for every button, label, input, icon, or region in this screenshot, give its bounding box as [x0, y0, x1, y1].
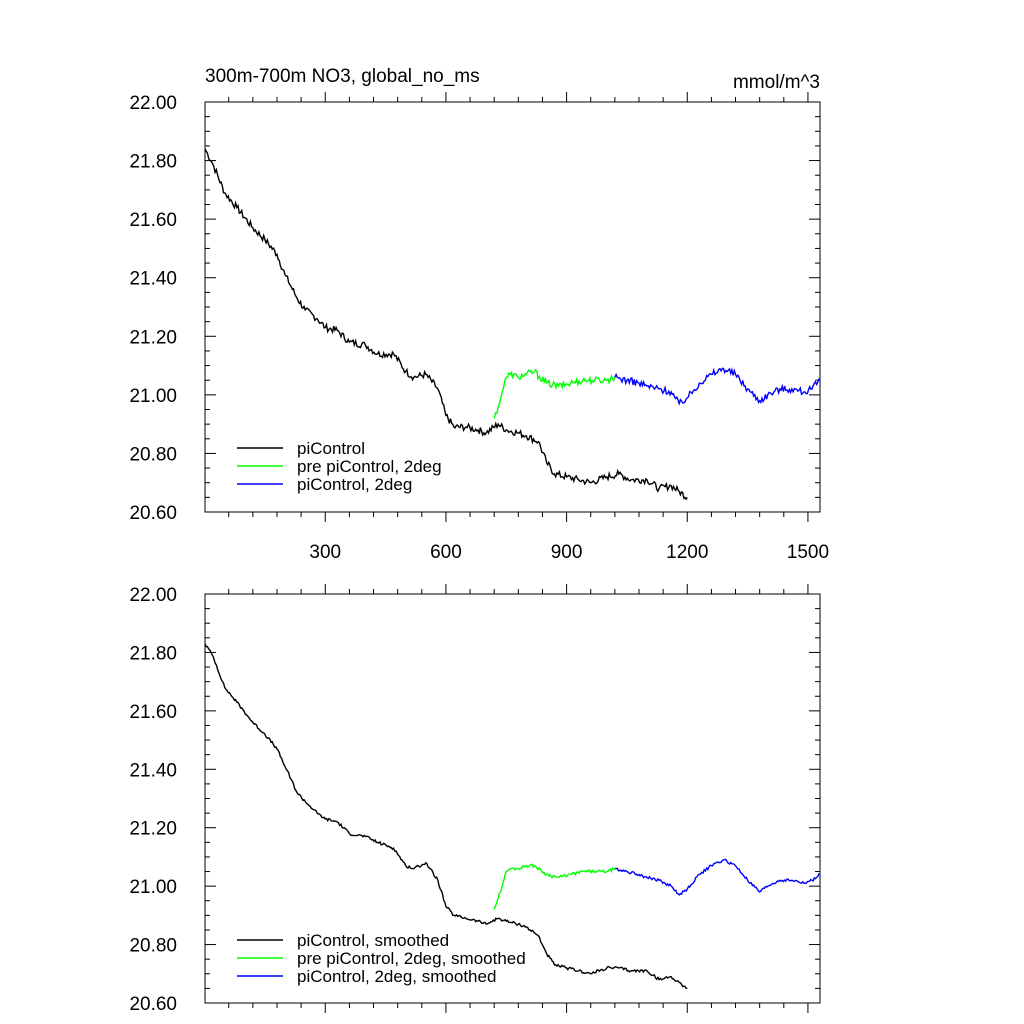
legend-label-1: piControl [297, 439, 365, 458]
x-tick-label: 1200 [666, 542, 708, 563]
y-tick-label: 20.60 [129, 503, 177, 524]
y-tick-label: 21.00 [129, 386, 177, 407]
y-tick-label: 20.80 [129, 936, 177, 957]
x-tick-label: 600 [430, 542, 462, 563]
series-line-1 [205, 643, 688, 990]
y-tick-label: 22.00 [129, 585, 177, 606]
chart-title: 300m-700m NO3, global_no_ms [205, 66, 480, 87]
y-tick-label: 21.20 [129, 819, 177, 840]
series-line-1 [205, 148, 688, 501]
units-label: mmol/m^3 [733, 72, 820, 93]
series-line-2 [493, 368, 616, 419]
y-tick-label: 22.00 [129, 93, 177, 114]
x-tick-label: 1500 [787, 542, 829, 563]
legend-label-2: pre piControl, 2deg [297, 457, 442, 476]
y-tick-label: 20.80 [129, 444, 177, 465]
x-tick-label: 300 [309, 542, 341, 563]
x-tick-label: 900 [551, 542, 583, 563]
y-tick-label: 21.60 [129, 210, 177, 231]
y-tick-label: 21.60 [129, 702, 177, 723]
series-line-3 [614, 367, 820, 406]
y-tick-label: 21.80 [129, 152, 177, 173]
legend-label-2: pre piControl, 2deg, smoothed [297, 949, 526, 968]
y-tick-label: 21.20 [129, 327, 177, 348]
y-tick-label: 21.00 [129, 877, 177, 898]
legend-label-3: piControl, 2deg, smoothed [297, 967, 496, 986]
series-line-2 [493, 863, 616, 910]
legend-label-1: piControl, smoothed [297, 931, 449, 950]
y-tick-label: 21.40 [129, 269, 177, 290]
chart-panel-2: 20.60 20.80 21.00 21.20 21.40 21.60 21.80 22.00… [129, 584, 821, 1015]
series-line-3 [614, 858, 820, 896]
y-tick-label: 21.40 [129, 760, 177, 781]
chart-panel-1: 20.60 20.80 21.00 21.20 21.40 21.60 21.80 22.00… [129, 66, 829, 563]
y-tick-label: 20.60 [129, 994, 177, 1015]
y-tick-label: 21.80 [129, 643, 177, 664]
legend-label-3: piControl, 2deg [297, 475, 412, 494]
